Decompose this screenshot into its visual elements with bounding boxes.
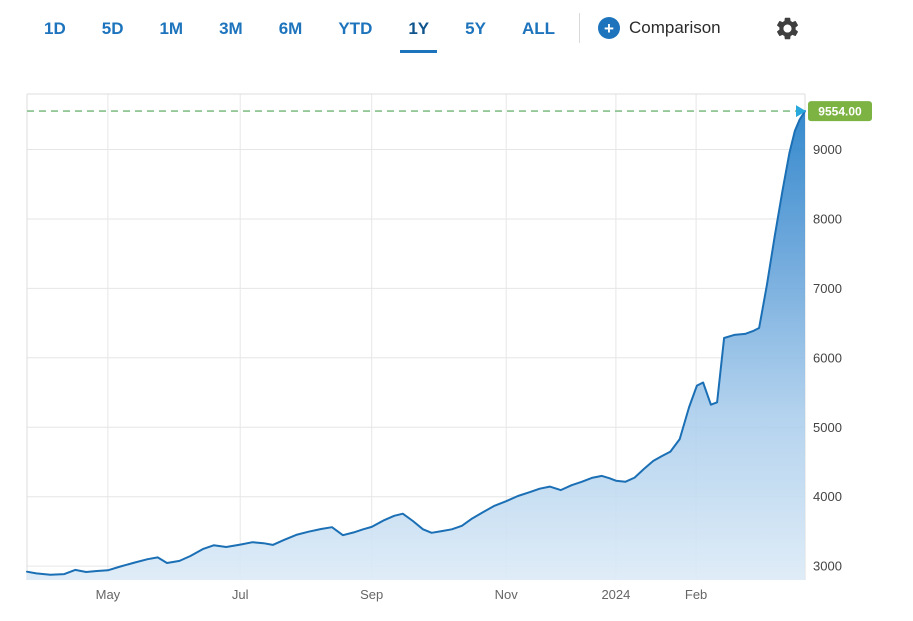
x-axis-label: May xyxy=(96,587,121,602)
y-axis-label: 5000 xyxy=(813,420,842,435)
line-end-marker xyxy=(796,105,806,118)
comparison-label: Comparison xyxy=(628,18,721,37)
y-axis-label: 8000 xyxy=(813,212,842,227)
x-axis-label: Feb xyxy=(685,587,707,602)
x-axis-label: Jul xyxy=(232,587,249,602)
range-button-5d[interactable]: 5D xyxy=(94,4,132,53)
range-button-ytd[interactable]: YTD xyxy=(330,4,380,53)
current-price-badge xyxy=(808,101,872,122)
price-area xyxy=(27,111,805,580)
settings-button[interactable] xyxy=(774,15,801,42)
chart-area: 3000 4000 5000 6000 7000 8000 9000 May Jul Sep Nov… xyxy=(0,56,913,616)
range-button-all[interactable]: ALL xyxy=(514,4,563,53)
range-button-1m[interactable]: 1M xyxy=(151,4,191,53)
range-button-1d[interactable]: 1D xyxy=(36,4,74,53)
chart-toolbar: 1D 5D 1M 3M 6M YTD 1Y 5Y ALL + Comparison xyxy=(0,0,913,56)
y-axis-label: 9000 xyxy=(813,142,842,157)
x-axis-label: Sep xyxy=(360,587,383,602)
x-axis-label: 2024 xyxy=(601,587,630,602)
price-chart[interactable]: 3000 4000 5000 6000 7000 8000 9000 May Jul Sep Nov… xyxy=(0,56,913,616)
y-axis-label: 7000 xyxy=(813,281,842,296)
price-line xyxy=(26,110,806,576)
y-axis-label: 6000 xyxy=(813,350,842,365)
gear-icon xyxy=(774,15,801,42)
toolbar-divider xyxy=(578,13,580,43)
comparison-button[interactable]: + Comparison xyxy=(597,17,721,39)
range-button-3m[interactable]: 3M xyxy=(211,4,251,53)
range-button-6m[interactable]: 6M xyxy=(271,4,311,53)
current-price-badge-text: 9554.00 xyxy=(818,105,862,119)
y-axis-label: 4000 xyxy=(813,489,842,504)
range-selector: 1D 5D 1M 3M 6M YTD 1Y 5Y ALL xyxy=(36,4,563,53)
plus-icon: + xyxy=(597,17,620,39)
x-axis-label: Nov xyxy=(495,587,519,602)
y-axis-label: 3000 xyxy=(813,559,842,574)
range-button-1y[interactable]: 1Y xyxy=(400,4,438,53)
range-button-5y[interactable]: 5Y xyxy=(457,4,494,53)
